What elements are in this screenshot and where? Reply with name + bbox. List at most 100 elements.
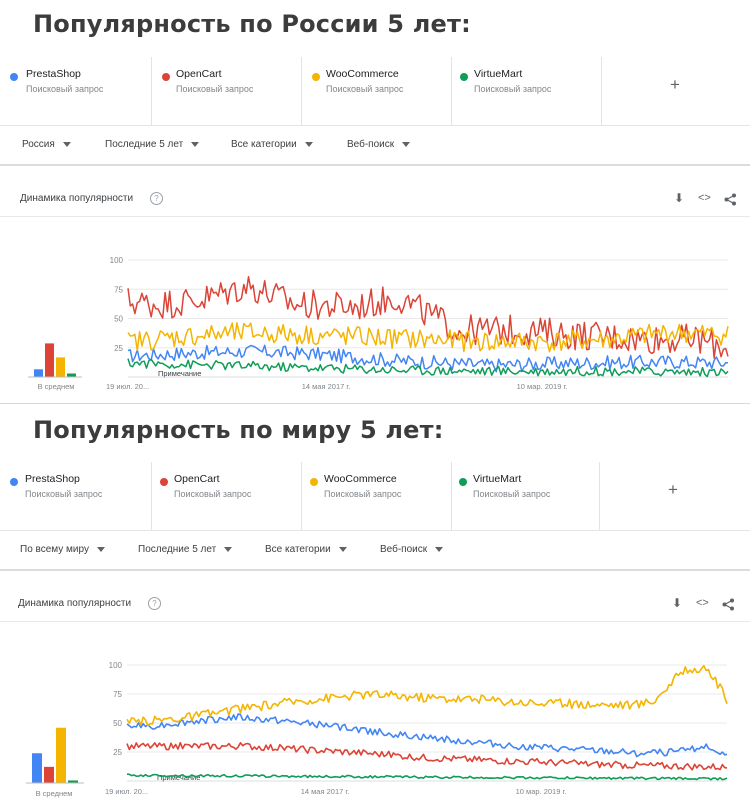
average-bar <box>32 753 42 783</box>
series-line-opencart <box>126 741 728 771</box>
filter-label: Все категории <box>265 544 331 555</box>
average-bar <box>56 357 65 377</box>
x-tick-label: 10 мар. 2019 г. <box>516 787 567 796</box>
series-line-prestashop <box>126 713 728 758</box>
note-label: Примечание <box>157 773 200 782</box>
series-color-dot <box>459 478 467 486</box>
filter-region[interactable]: По всему миру <box>20 544 105 555</box>
term-virtuemart[interactable]: VirtueMart Поисковый запрос <box>452 57 602 125</box>
average-label: В среднем <box>38 382 75 391</box>
series-color-dot <box>10 73 18 81</box>
dropdown-arrow-icon <box>96 546 105 552</box>
comparison-bar: PrestaShop Поисковый запрос OpenCart Пои… <box>0 57 750 126</box>
series-color-dot <box>312 73 320 81</box>
help-icon[interactable]: ? <box>148 597 161 610</box>
filter-label: Последние 5 лет <box>138 544 217 555</box>
filter-period[interactable]: Последние 5 лет <box>138 544 233 555</box>
filter-bar: По всему миру Последние 5 лет Все катего… <box>0 533 750 571</box>
y-tick-label: 25 <box>114 344 123 353</box>
dropdown-arrow-icon <box>402 141 411 147</box>
x-tick-label: 19 июл. 20... <box>106 382 149 391</box>
series-color-dot <box>162 73 170 81</box>
term-name: OpenCart <box>176 68 222 80</box>
y-tick-label: 75 <box>113 690 122 699</box>
series-color-dot <box>160 478 168 486</box>
card-divider <box>0 216 750 217</box>
filter-search-type[interactable]: Веб-поиск <box>380 544 444 555</box>
term-prestashop[interactable]: PrestaShop Поисковый запрос <box>0 57 152 125</box>
add-comparison-button[interactable]: + <box>668 480 678 499</box>
trend-chart-world: 25 50 75 100 19 июл. 20... 14 мая 2017 г. 10 м… <box>26 661 728 798</box>
term-name: PrestaShop <box>26 68 81 80</box>
series-line-woocommerce <box>127 322 729 353</box>
dropdown-arrow-icon <box>304 141 313 147</box>
dropdown-arrow-icon <box>338 546 347 552</box>
filter-category[interactable]: Все категории <box>265 544 347 555</box>
average-bar <box>68 780 78 783</box>
average-bar <box>45 343 54 377</box>
term-prestashop[interactable]: PrestaShop Поисковый запрос <box>0 462 152 530</box>
term-name: WooCommerce <box>326 68 399 80</box>
share-icon[interactable] <box>724 193 736 206</box>
y-tick-label: 100 <box>110 256 124 265</box>
y-tick-label: 25 <box>113 748 122 757</box>
filter-period[interactable]: Последние 5 лет <box>105 139 200 150</box>
panel-heading: Популярность по миру 5 лет: <box>33 416 444 444</box>
term-subtitle: Поисковый запрос <box>326 84 404 94</box>
filter-search-type[interactable]: Веб-поиск <box>347 139 411 150</box>
embed-icon[interactable]: <> <box>696 597 709 609</box>
add-comparison-button[interactable]: + <box>670 75 680 94</box>
card-divider <box>0 621 750 622</box>
trend-chart-russia: 25 50 75 100 19 июл. 20... 14 мая 2017 г. 10 м… <box>28 256 729 391</box>
filter-label: Все категории <box>231 139 297 150</box>
term-subtitle: Поисковый запрос <box>474 84 552 94</box>
series-line-virtuemart <box>127 358 729 378</box>
average-bar <box>67 373 76 377</box>
term-woocommerce[interactable]: WooCommerce Поисковый запрос <box>302 462 452 530</box>
filter-category[interactable]: Все категории <box>231 139 313 150</box>
term-name: PrestaShop <box>25 473 80 485</box>
term-opencart[interactable]: OpenCart Поисковый запрос <box>152 462 302 530</box>
term-name: WooCommerce <box>324 473 397 485</box>
note-label: Примечание <box>158 369 201 378</box>
share-icon[interactable] <box>722 598 734 611</box>
term-subtitle: Поисковый запрос <box>26 84 104 94</box>
filter-bar: Россия Последние 5 лет Все категории Веб… <box>0 128 750 166</box>
y-tick-label: 75 <box>114 285 123 294</box>
y-tick-label: 100 <box>109 661 123 670</box>
comparison-bar: PrestaShop Поисковый запрос OpenCart Пои… <box>0 462 750 531</box>
filter-label: Россия <box>22 139 55 150</box>
series-color-dot <box>460 73 468 81</box>
download-icon[interactable]: ⬇ <box>672 596 683 610</box>
x-tick-label: 14 мая 2017 г. <box>302 382 351 391</box>
average-bar <box>56 727 66 783</box>
help-icon[interactable]: ? <box>150 192 163 205</box>
term-woocommerce[interactable]: WooCommerce Поисковый запрос <box>302 57 452 125</box>
average-label: В среднем <box>36 789 73 798</box>
term-subtitle: Поисковый запрос <box>473 489 551 499</box>
filter-region[interactable]: Россия <box>22 139 71 150</box>
dropdown-arrow-icon <box>62 141 71 147</box>
series-line-woocommerce <box>126 664 728 727</box>
panel-heading: Популярность по России 5 лет: <box>33 10 471 38</box>
y-tick-label: 50 <box>113 719 122 728</box>
average-bar <box>34 369 43 377</box>
card-title: Динамика популярности <box>18 598 132 609</box>
y-tick-label: 50 <box>114 315 123 324</box>
term-subtitle: Поисковый запрос <box>25 489 103 499</box>
series-color-dot <box>10 478 18 486</box>
card-title: Динамика популярности <box>20 193 134 204</box>
term-name: OpenCart <box>174 473 220 485</box>
x-tick-label: 10 мар. 2019 г. <box>517 382 568 391</box>
term-opencart[interactable]: OpenCart Поисковый запрос <box>152 57 302 125</box>
term-subtitle: Поисковый запрос <box>176 84 254 94</box>
series-line-virtuemart <box>126 773 728 781</box>
dropdown-arrow-icon <box>191 141 200 147</box>
download-icon[interactable]: ⬇ <box>674 191 685 205</box>
term-virtuemart[interactable]: VirtueMart Поисковый запрос <box>452 462 600 530</box>
dropdown-arrow-icon <box>435 546 444 552</box>
dropdown-arrow-icon <box>224 546 233 552</box>
filter-label: По всему миру <box>20 544 89 555</box>
term-name: VirtueMart <box>473 473 522 485</box>
embed-icon[interactable]: <> <box>698 192 711 204</box>
